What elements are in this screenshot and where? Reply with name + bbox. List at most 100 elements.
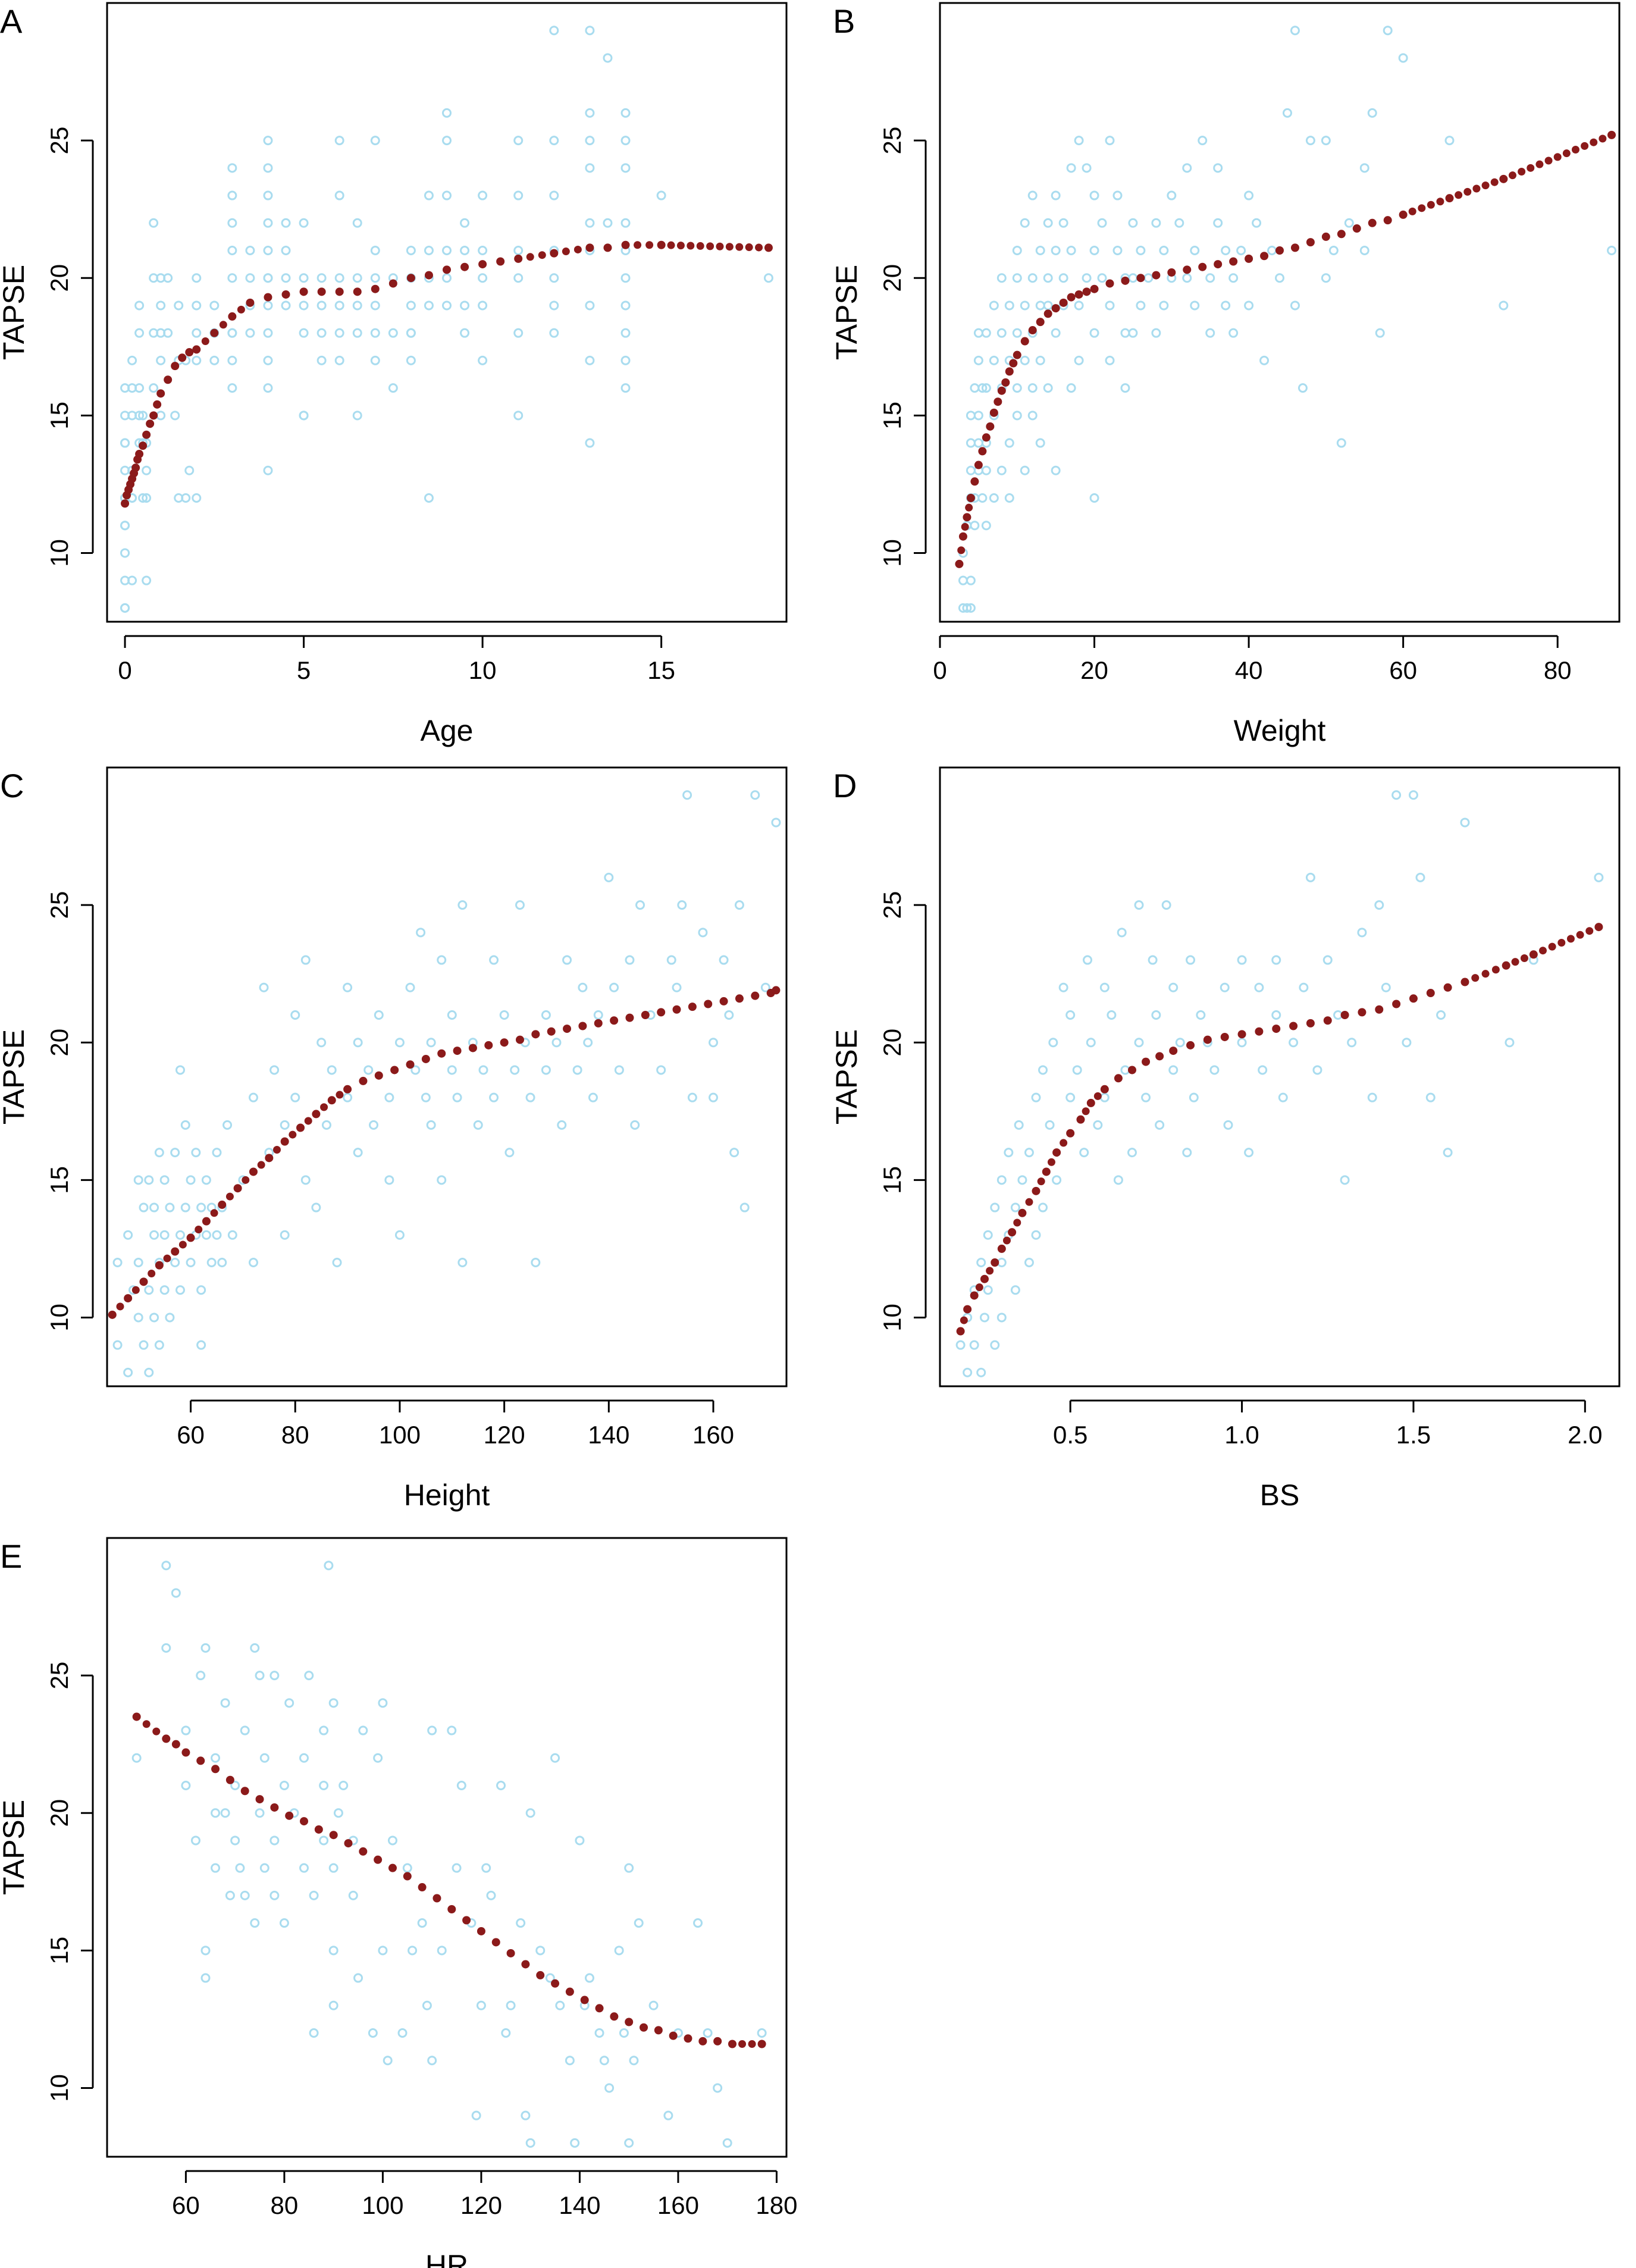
observed-point [149, 218, 159, 228]
observed-point [259, 1863, 269, 1873]
observed-point [687, 1092, 697, 1102]
observed-point [133, 1312, 143, 1323]
observed-point [1374, 900, 1384, 910]
fitted-point [704, 1000, 713, 1008]
observed-point [281, 300, 291, 311]
fitted-point [296, 1123, 305, 1132]
observed-point [703, 2028, 713, 2038]
observed-point [473, 1120, 483, 1130]
observed-point [353, 1148, 363, 1158]
observed-point [281, 246, 291, 255]
observed-point [1014, 1120, 1024, 1130]
fitted-point [755, 243, 763, 252]
observed-point [263, 273, 273, 283]
observed-point [1186, 955, 1196, 965]
y-tick-label: 15 [878, 1166, 906, 1194]
observed-point [962, 603, 972, 613]
observed-point [299, 411, 309, 421]
observed-point [562, 955, 572, 965]
observed-point [976, 1258, 986, 1267]
fitted-point [406, 1060, 415, 1069]
observed-point [402, 1863, 412, 1873]
observed-point [191, 1148, 201, 1158]
x-tick-label: 80 [281, 1421, 309, 1449]
fitted-point [1544, 156, 1553, 165]
fitted-point [300, 1817, 309, 1826]
observed-point [368, 2028, 378, 2038]
observed-point [709, 1038, 719, 1048]
fitted-point [1082, 1107, 1090, 1116]
observed-point [333, 1808, 343, 1818]
observed-point [200, 1946, 211, 1956]
observed-point [299, 273, 309, 283]
observed-point [693, 1918, 703, 1928]
observed-point [1398, 53, 1408, 63]
observed-point [585, 163, 595, 173]
observed-point [352, 411, 362, 421]
observed-point [1340, 1175, 1350, 1185]
observed-point [1043, 300, 1053, 311]
observed-point [397, 2028, 408, 2038]
observed-point [263, 163, 273, 173]
observed-point [1020, 465, 1030, 475]
fitted-point [152, 1727, 161, 1736]
observed-point [709, 1092, 719, 1102]
observed-point [1367, 1092, 1377, 1102]
observed-point [163, 273, 173, 283]
fitted-point [374, 1855, 383, 1864]
observed-point [1024, 1148, 1034, 1158]
fitted-point [578, 1022, 587, 1030]
observed-point [973, 328, 983, 338]
fitted-point [536, 1971, 545, 1979]
observed-point [170, 1148, 180, 1158]
fitted-point [1186, 1041, 1195, 1050]
observed-point [1220, 982, 1230, 992]
fitted-point [1368, 218, 1377, 227]
observed-point [211, 1753, 221, 1763]
fitted-point [135, 450, 144, 459]
fitted-point [1375, 1005, 1384, 1014]
fitted-point [550, 249, 559, 258]
observed-point [159, 1175, 170, 1185]
fitted-point [1399, 210, 1408, 219]
observed-point [1278, 1092, 1288, 1102]
observed-point [1031, 1230, 1041, 1240]
plot-frame [106, 2, 788, 623]
observed-point [334, 355, 344, 365]
panel-label: C [0, 767, 24, 804]
observed-point [1099, 1092, 1110, 1102]
observed-point [370, 273, 380, 283]
y-axis-label: TAPSE [0, 1029, 30, 1124]
observed-point [149, 1202, 159, 1213]
y-tick-label: 15 [45, 402, 73, 430]
fitted-point [1581, 142, 1589, 150]
observed-point [281, 218, 291, 228]
observed-point [656, 190, 666, 201]
fitted-point [1127, 1066, 1136, 1075]
fitted-point [225, 1192, 234, 1201]
fitted-point [1499, 174, 1508, 183]
observed-point [549, 273, 559, 283]
fitted-point [1463, 187, 1472, 196]
fitted-point [1272, 1025, 1281, 1033]
fitted-point [388, 279, 397, 288]
fitted-point [1511, 958, 1519, 966]
observed-point [353, 1973, 363, 1983]
observed-point [460, 328, 470, 338]
observed-point [981, 328, 991, 338]
observed-point [549, 190, 559, 201]
observed-point [123, 1230, 133, 1240]
observed-point [1089, 493, 1099, 503]
observed-point [973, 355, 983, 365]
observed-point [620, 328, 631, 338]
observed-point [112, 1340, 123, 1350]
observed-point [1198, 136, 1208, 146]
observed-point [299, 328, 309, 338]
fitted-point [359, 1847, 368, 1856]
x-tick-label: 0.5 [1053, 1421, 1087, 1449]
observed-point [990, 1340, 1000, 1350]
observed-point [630, 1120, 640, 1130]
observed-point [387, 1835, 397, 1846]
fitted-point [192, 345, 201, 354]
fitted-point [1220, 1032, 1229, 1041]
